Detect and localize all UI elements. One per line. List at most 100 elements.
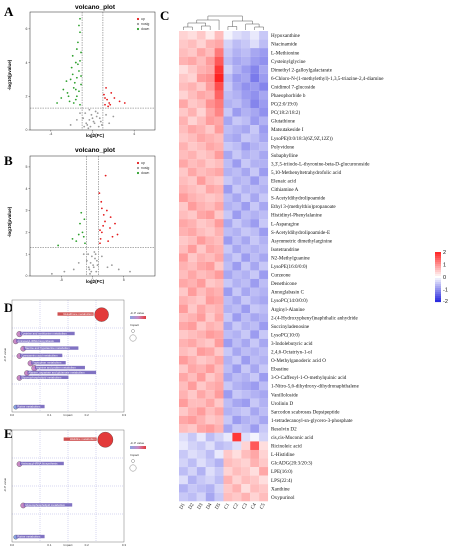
panel-e-xlabel: Impact xyxy=(63,543,72,547)
a-point-nosig xyxy=(105,113,107,116)
heatmap-cell xyxy=(214,48,224,57)
heatmap-cell xyxy=(214,270,224,279)
heatmap-cell xyxy=(232,65,242,74)
panel-b-xlabel: log2(FC) xyxy=(86,279,105,284)
heatmap-cell xyxy=(250,210,260,220)
a-point-nosig xyxy=(97,125,100,128)
heatmap-cell xyxy=(232,244,242,254)
a-point-down xyxy=(71,54,74,57)
heatmap-cell xyxy=(241,107,251,117)
pathway-label-box xyxy=(16,534,45,539)
a-point-down xyxy=(77,41,79,44)
legend-marker-down xyxy=(136,27,140,31)
heatmap-cell xyxy=(241,373,251,382)
panel-a-xlabel: log2(FC) xyxy=(86,133,105,138)
heatmap-cell xyxy=(241,338,251,348)
heatmap-cell xyxy=(250,48,260,57)
heatmap-cell xyxy=(232,270,242,279)
pathway-label: Alanine, aspartate and glutamate metabol… xyxy=(28,370,85,374)
b-point-nosig xyxy=(88,268,91,271)
a-point-down xyxy=(79,103,81,106)
panel-e-ylabel: -ln P value xyxy=(3,478,7,492)
heatmap-cell xyxy=(214,407,224,416)
heatmap-cell xyxy=(223,398,233,408)
heatmap-cell xyxy=(241,48,251,57)
heatmap-cell xyxy=(232,253,242,262)
x-tick-label: 0.0 xyxy=(10,413,15,417)
heatmap-cell xyxy=(223,167,233,177)
heatmap-cell xyxy=(259,321,269,331)
heatmap-cell xyxy=(205,347,215,356)
panel-letter-c: C xyxy=(160,8,169,23)
panel-letter-a: A xyxy=(4,4,14,19)
heatmap-cell xyxy=(179,99,188,108)
heatmap-cell xyxy=(259,236,269,245)
colorbar-tick-label: -2 xyxy=(443,299,448,305)
colorbar-segment xyxy=(435,296,441,299)
y-tick-label: 6 xyxy=(26,27,28,31)
heatmap-cell xyxy=(259,210,269,220)
row-label: Cnidimol 7-glucoside xyxy=(271,84,316,90)
b-point-up xyxy=(100,200,103,203)
b-point-nosig xyxy=(106,266,109,269)
heatmap-cell xyxy=(214,150,224,160)
heatmap-cell xyxy=(205,73,215,83)
heatmap-cell xyxy=(187,202,197,211)
b-point-nosig xyxy=(100,255,103,258)
heatmap-cell xyxy=(223,125,233,134)
heatmap-cell xyxy=(205,82,215,91)
heatmap-cell xyxy=(187,338,197,348)
heatmap-cell xyxy=(187,176,197,185)
heatmap-cell xyxy=(232,133,242,143)
colorbar-segment xyxy=(435,280,441,283)
heatmap-cell xyxy=(259,313,269,322)
heatmap-cell xyxy=(205,373,215,382)
heatmap-cell xyxy=(196,398,206,408)
heatmap-cell xyxy=(179,236,188,245)
b-point-up xyxy=(98,192,101,194)
heatmap-cell xyxy=(241,484,251,493)
heatmap-cell xyxy=(232,116,242,126)
heatmap-cell xyxy=(241,270,251,279)
b-point-nosig xyxy=(94,257,96,260)
heatmap-cell xyxy=(223,82,233,91)
pathway-label-box xyxy=(34,365,85,370)
legend-marker-up xyxy=(136,17,140,21)
b-point-up xyxy=(102,214,105,216)
heatmap-cell xyxy=(259,31,269,40)
heatmap-cell xyxy=(259,116,269,126)
heatmap-cell xyxy=(223,355,233,365)
row-label: 2-(4-Hydroxyphenyl)naphthalic anhydride xyxy=(271,314,358,321)
column-label: C1 xyxy=(223,502,231,511)
a-point-up xyxy=(123,102,126,104)
heatmap-cell xyxy=(259,338,269,348)
heatmap-cell xyxy=(223,432,233,442)
heatmap-cell xyxy=(250,82,260,91)
heatmap-cell xyxy=(214,347,224,356)
heatmap-cell xyxy=(250,142,260,151)
row-label: Niacinamide xyxy=(271,42,298,48)
pathway-label: Purine metabolism xyxy=(17,535,41,539)
pathway-label: Cyanoamino acid metabolism xyxy=(21,353,58,357)
colorbar-tick-label: -1 xyxy=(443,288,448,294)
heatmap-cell xyxy=(205,107,215,117)
heatmap-cell xyxy=(259,449,269,459)
pathway-label: Glycerophospholipid metabolism xyxy=(25,503,66,507)
heatmap-cell xyxy=(205,253,215,262)
b-point-nosig xyxy=(50,272,53,275)
a-plot-frame xyxy=(29,11,156,131)
a-point-down xyxy=(74,61,77,64)
heatmap-cell xyxy=(223,492,233,502)
heatmap-cell xyxy=(196,467,206,476)
heatmap-cell xyxy=(179,90,188,100)
heatmap-cell xyxy=(232,227,242,237)
heatmap-cell xyxy=(241,492,251,502)
panel-letter-e: E xyxy=(4,426,13,441)
heatmap-cell xyxy=(214,244,224,254)
panel-a-title: volcano_plot xyxy=(75,4,116,11)
heatmap-cell xyxy=(241,398,251,408)
heatmap-cell xyxy=(241,99,251,108)
heatmap-cell xyxy=(214,99,224,108)
pathway-label-box xyxy=(19,331,75,336)
heatmap-cell xyxy=(241,227,251,237)
